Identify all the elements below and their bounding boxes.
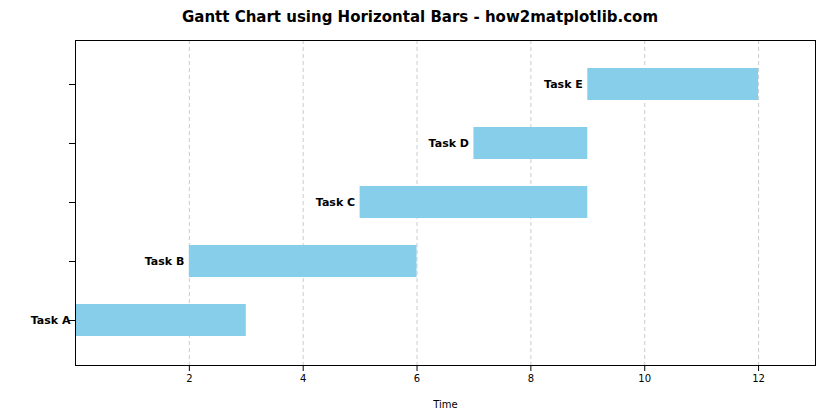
svg-text:6: 6 (414, 373, 420, 384)
svg-text:Time: Time (432, 399, 457, 410)
svg-text:10: 10 (638, 373, 651, 384)
svg-text:8: 8 (528, 373, 534, 384)
html-text:Gantt Chart using Horizontal B: Gantt Chart using Horizontal Bars - how2… (182, 8, 658, 26)
svg-text:Task A: Task A (31, 314, 71, 327)
svg-text:Task C: Task C (316, 196, 355, 209)
svg-text:12: 12 (752, 373, 765, 384)
svg-text:2: 2 (186, 373, 192, 384)
svg-text:Task E: Task E (544, 78, 583, 91)
svg-text:4: 4 (300, 373, 306, 384)
svg-text:Task D: Task D (429, 137, 469, 150)
svg-text:Task B: Task B (145, 255, 185, 268)
